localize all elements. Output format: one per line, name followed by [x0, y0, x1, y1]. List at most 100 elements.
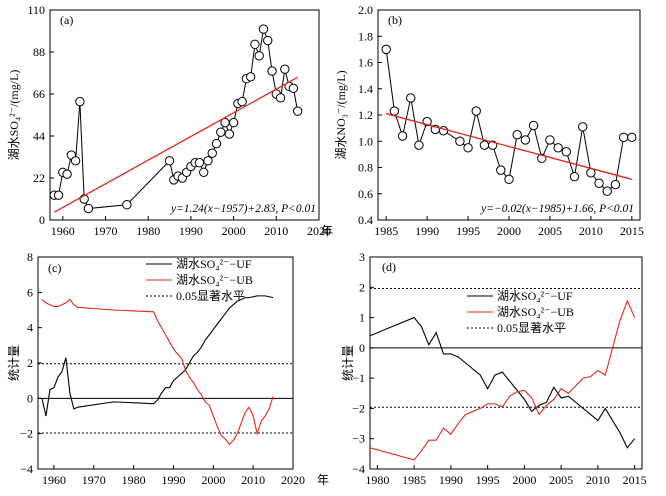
- y-tick-label: 88: [33, 45, 45, 59]
- y-tick-label: −4: [352, 462, 365, 476]
- data-point: [216, 127, 226, 137]
- y-tick-label: 1.0: [358, 134, 373, 148]
- data-point: [594, 178, 604, 188]
- data-point: [397, 131, 408, 141]
- panel-label: (b): [388, 13, 402, 27]
- y-tick-label: 2: [27, 356, 33, 370]
- x-unit: 年: [321, 224, 333, 238]
- x-tick-label: 2000: [512, 473, 536, 487]
- x-tick-label: 2010: [264, 224, 288, 238]
- data-point: [504, 174, 514, 185]
- y-tick-label: 0: [27, 391, 33, 405]
- chart-panel-2: −4 −2 0 2 4 6 8 1960 1970 1980 1990 2000 2010 2020 年 统计…: [7, 250, 329, 487]
- y-tick-label: 3: [359, 250, 365, 264]
- data-point: [627, 132, 637, 143]
- legend-label: 湖水SO₄²⁻−UF: [176, 256, 252, 271]
- y-tick-label: 4: [27, 321, 33, 335]
- data-point: [569, 171, 580, 182]
- data-point: [254, 51, 264, 61]
- data-point: [275, 93, 286, 103]
- data-point: [545, 135, 555, 145]
- y-tick-label: 1.4: [358, 82, 373, 96]
- data-point: [245, 72, 256, 82]
- x-tick-label: 2020: [281, 473, 305, 487]
- data-point: [199, 167, 209, 177]
- y-tick-label: 66: [33, 87, 45, 101]
- y-tick-label: 2: [359, 280, 365, 294]
- data-point: [164, 156, 175, 166]
- x-tick-label: 1980: [122, 473, 146, 487]
- plot-frame: [377, 9, 641, 221]
- data-point: [406, 93, 416, 103]
- data-point: [280, 64, 290, 74]
- data-point: [194, 158, 205, 168]
- x-tick-label: 1980: [365, 473, 389, 487]
- x-tick-label: 1985: [402, 473, 426, 487]
- legend-label: 0.05显著水平: [497, 321, 566, 335]
- x-tick-label: 1980: [136, 224, 160, 238]
- y-tick-label: 0: [359, 341, 365, 355]
- panel-label: (c): [48, 261, 61, 275]
- data-point: [553, 143, 563, 153]
- data-point: [53, 190, 64, 200]
- chart-panel-1: 0.4 0.6 0.8 1.0 1.2 1.4 1.6 1.8 2.0 1985 1990 1995 2…: [333, 3, 644, 238]
- chart-panel-3: −4 −3 −2 −1 0 1 2 3 1980 1985 1990 1995 2000 2005 2010…: [341, 250, 647, 487]
- data-point: [292, 106, 303, 116]
- y-tick-label: 110: [27, 3, 45, 17]
- data-point: [267, 66, 277, 76]
- uf-line: [41, 295, 274, 417]
- y-axis-label: 湖水SO₄²⁻/(mg/L): [6, 70, 21, 161]
- y-tick-label: 6: [27, 285, 33, 299]
- x-tick-label: 2015: [623, 473, 647, 487]
- x-tick-label: 1960: [51, 224, 75, 238]
- y-tick-label: 0.8: [358, 161, 373, 175]
- regression-equation: y=1.24(x−1957)+2.83, P<0.01: [170, 203, 316, 215]
- y-axis-label: 统计量: [7, 345, 21, 381]
- legend-label: 湖水SO₄²⁻−UB: [176, 272, 253, 287]
- y-tick-label: 1: [359, 311, 365, 325]
- y-tick-label: 0.4: [358, 213, 373, 227]
- x-tick-label: 1990: [161, 473, 185, 487]
- x-tick-label: 2000: [497, 224, 521, 238]
- y-tick-label: 1.6: [358, 56, 373, 70]
- data-point: [520, 135, 531, 145]
- x-tick-label: 1985: [374, 224, 398, 238]
- data-point: [381, 44, 391, 55]
- y-tick-label: 1.2: [358, 108, 373, 122]
- data-point: [479, 140, 490, 150]
- x-tick-label: 1990: [439, 473, 463, 487]
- data-point: [610, 179, 621, 190]
- x-tick-label: 2010: [586, 473, 610, 487]
- x-tick-label: 2010: [579, 224, 603, 238]
- data-point: [577, 122, 588, 132]
- data-point: [463, 143, 473, 153]
- y-tick-label: 1.8: [358, 29, 373, 43]
- x-tick-label: 1990: [179, 224, 203, 238]
- x-tick-label: 1995: [456, 224, 480, 238]
- legend-label: 0.05显著水平: [176, 289, 245, 303]
- data-point: [203, 156, 213, 166]
- y-tick-label: −4: [20, 462, 33, 476]
- data-point: [250, 39, 260, 50]
- x-tick-label: 1990: [415, 224, 439, 238]
- y-tick-label: 2.0: [358, 3, 373, 17]
- uf-line: [370, 316, 636, 449]
- data-point: [471, 106, 481, 116]
- data-point: [237, 96, 247, 107]
- x-tick-label: 2010: [241, 473, 265, 487]
- plot-frame: [369, 256, 643, 470]
- y-tick-label: 0: [39, 213, 45, 227]
- data-point: [528, 120, 539, 131]
- y-axis-label: 统计量: [341, 345, 355, 381]
- panel-label: (a): [60, 13, 73, 27]
- y-axis-label: 湖水NO₃⁻/(mg/L): [333, 70, 348, 159]
- ub-line: [370, 299, 636, 461]
- data-point: [561, 147, 572, 157]
- x-tick-label: 1960: [42, 473, 66, 487]
- data-point: [83, 203, 94, 214]
- y-tick-label: 22: [33, 171, 45, 185]
- data-point: [414, 140, 424, 150]
- chart-panel-0: 0 22 44 66 88 110 1960 1970 1980 1990 2000 2010 2020…: [6, 3, 333, 238]
